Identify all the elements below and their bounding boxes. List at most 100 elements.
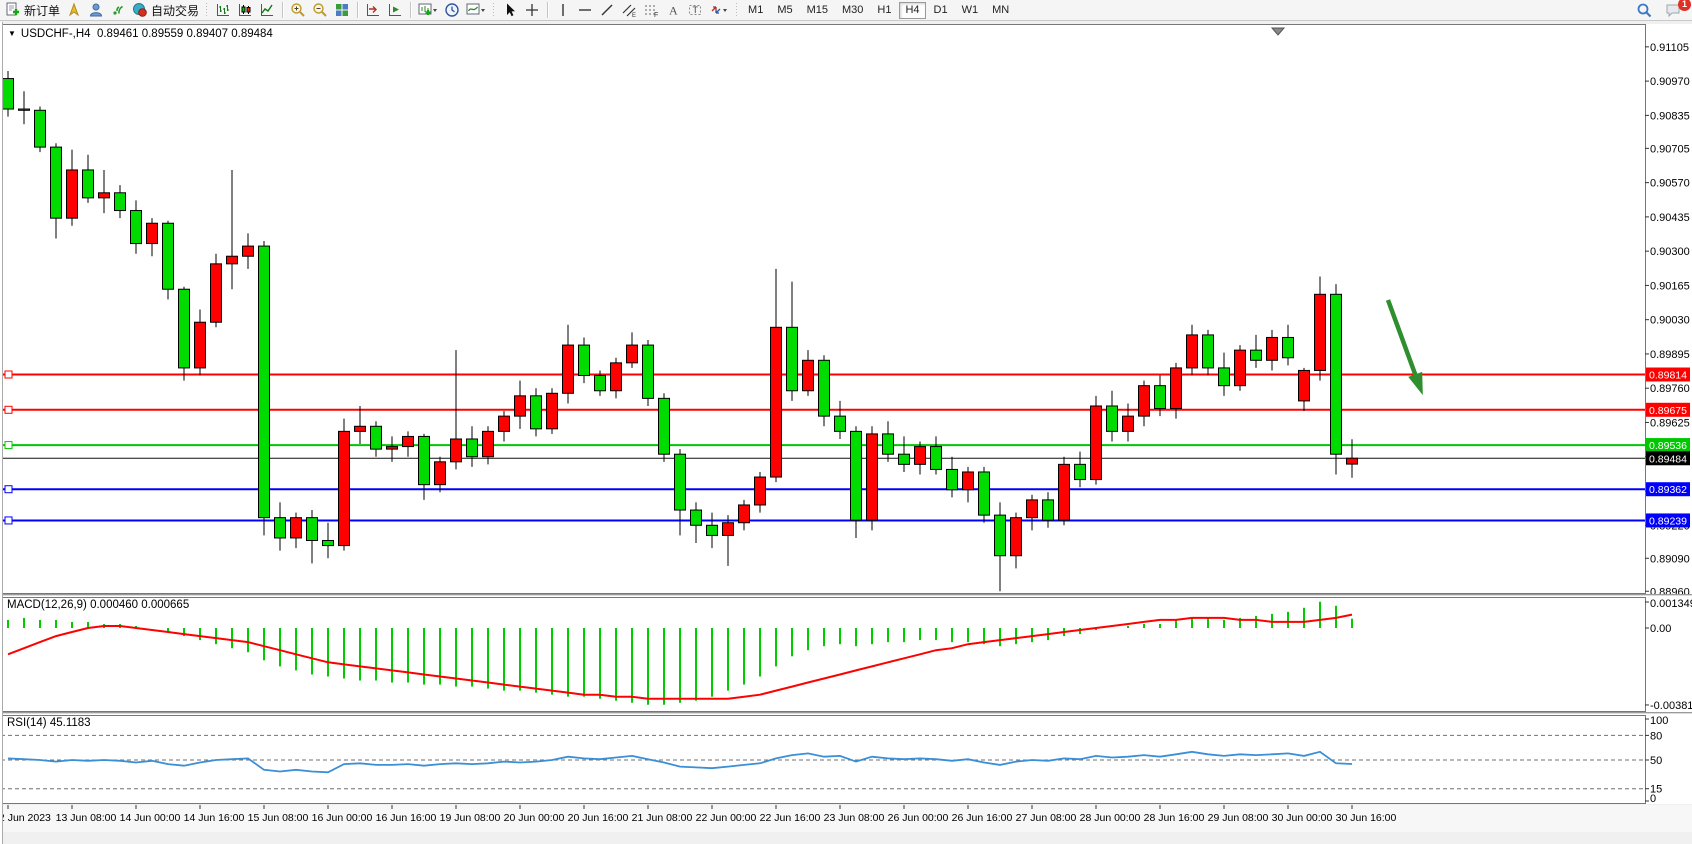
timeframe-M1[interactable]: M1 [748,4,764,16]
candle[interactable] [562,344,574,394]
candle[interactable] [930,446,942,470]
new-chart-button[interactable] [415,1,441,20]
candle[interactable] [1266,336,1278,361]
candle[interactable] [354,425,366,432]
candle[interactable] [338,430,350,547]
chart-candles-button[interactable] [234,1,256,20]
arrows-button[interactable] [706,1,732,20]
cursor-button[interactable] [499,1,521,20]
chart-line-button[interactable] [256,1,278,20]
candle[interactable] [914,446,926,465]
navigator-button[interactable] [85,1,107,20]
candle[interactable] [1058,463,1070,521]
signals-button[interactable] [107,1,129,20]
toolbar-grip[interactable] [205,2,210,18]
candle[interactable] [578,344,590,377]
candle[interactable] [770,326,782,478]
candle[interactable] [1346,457,1358,465]
level-anchor[interactable] [4,405,13,414]
timeframe-D1[interactable]: D1 [933,4,948,16]
candle[interactable] [178,288,190,369]
timeframe-M30[interactable]: M30 [842,4,864,16]
timeframe-H4[interactable]: H4 [899,1,926,19]
chart-shift-button[interactable] [362,1,384,20]
candle[interactable] [978,471,990,516]
candle[interactable] [274,517,286,539]
candle[interactable] [18,108,30,111]
candle[interactable] [130,210,142,245]
panel-splitter-rsi[interactable] [0,712,1692,715]
text-button[interactable]: A [662,1,684,20]
candle[interactable] [610,362,622,392]
horizontal-line-button[interactable] [574,1,596,20]
candle[interactable] [1298,369,1310,402]
candle[interactable] [146,222,158,245]
fibonacci-button[interactable]: F [640,1,662,20]
periods-button[interactable] [441,1,463,20]
candle[interactable] [2,78,14,110]
level-anchor[interactable] [4,370,13,379]
timeframe-H1[interactable]: H1 [877,4,892,16]
candle[interactable] [1090,405,1102,481]
text-label-button[interactable]: T [684,1,706,20]
candle[interactable] [386,446,398,450]
candle[interactable] [418,435,430,486]
candle[interactable] [722,522,734,536]
candle[interactable] [66,169,78,219]
candle[interactable] [882,433,894,455]
candle[interactable] [114,192,126,212]
candle[interactable] [1138,385,1150,417]
vertical-line-button[interactable] [552,1,574,20]
zoom-out-button[interactable] [309,1,331,20]
timeframe-W1[interactable]: W1 [961,4,979,16]
candle[interactable] [258,245,270,519]
candle[interactable] [1202,334,1214,369]
candle[interactable] [738,504,750,524]
candle[interactable] [34,109,46,148]
candle[interactable] [674,453,686,511]
rsi-canvas[interactable]: 100 80 50 150 [0,715,1692,804]
timeframe-MN[interactable]: MN [992,4,1010,16]
candle[interactable] [754,476,766,506]
candle[interactable] [306,517,318,541]
candle[interactable] [290,517,302,539]
candle[interactable] [690,509,702,526]
candle[interactable] [434,461,446,486]
trendline-button[interactable] [596,1,618,20]
channel-button[interactable]: E [618,1,640,20]
candle[interactable] [1010,517,1022,557]
candle[interactable] [50,146,62,219]
candle[interactable] [1282,336,1294,359]
level-anchor[interactable] [4,441,13,450]
candle[interactable] [402,435,414,448]
candle[interactable] [898,453,910,465]
candle[interactable] [1170,367,1182,410]
candle[interactable] [1234,349,1246,387]
candle[interactable] [1250,349,1262,361]
candle[interactable] [834,415,846,432]
candle[interactable] [1042,499,1054,521]
notifications-button[interactable]: 1 [1662,0,1691,20]
timeframe-M15[interactable]: M15 [806,4,828,16]
candle[interactable] [626,344,638,364]
candle[interactable] [946,468,958,491]
candle[interactable] [1154,385,1166,410]
candle[interactable] [1314,293,1326,371]
search-button[interactable] [1633,1,1656,20]
candle[interactable] [642,344,654,399]
candle[interactable] [370,425,382,450]
candle[interactable] [818,359,830,417]
candle[interactable] [1218,367,1230,387]
macd-canvas[interactable]: 0.001349 0.00 -0.00381 [0,597,1692,712]
toolbar-grip-3[interactable] [735,2,740,18]
left-window-splitter[interactable] [0,22,3,844]
candle[interactable] [962,471,974,491]
candle[interactable] [706,524,718,536]
metaeditor-button[interactable] [63,1,85,20]
zoom-in-button[interactable] [287,1,309,20]
candle[interactable] [994,514,1006,557]
toolbar-grip-2[interactable] [492,2,497,18]
candle[interactable] [786,326,798,392]
candle[interactable] [866,433,878,521]
